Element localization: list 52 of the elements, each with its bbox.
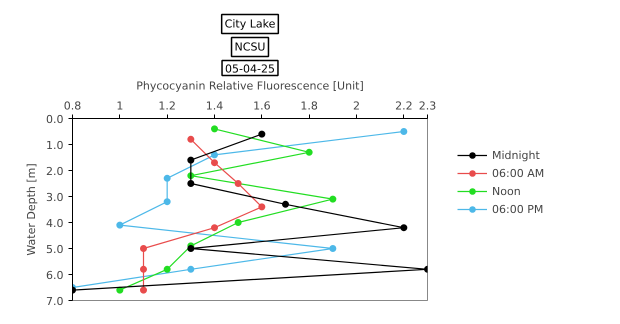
point xyxy=(116,222,124,229)
point xyxy=(329,245,336,252)
y-tick-label: 6.0 xyxy=(46,269,64,282)
x-tick-label: 2.2 xyxy=(395,100,413,112)
y-tick-label: 5.0 xyxy=(46,243,64,256)
point xyxy=(187,156,194,164)
y-tick-label: 4.0 xyxy=(46,217,64,230)
point xyxy=(234,219,242,226)
x-tick-label: 1 xyxy=(116,100,124,112)
point xyxy=(306,148,313,156)
point xyxy=(187,266,194,273)
x-tick-label: 1.2 xyxy=(158,100,176,112)
point xyxy=(211,125,218,132)
y-axis-title: Water Depth [m] xyxy=(25,163,38,256)
x-tick-label: 1.4 xyxy=(206,100,224,112)
point xyxy=(211,224,218,232)
legend-label: Midnight xyxy=(492,148,540,162)
y-tick-label: 2.0 xyxy=(46,165,64,178)
point xyxy=(329,196,336,203)
point xyxy=(282,200,289,208)
y-tick-label: 0.0 xyxy=(46,113,64,126)
chart-title: City Lake xyxy=(224,18,276,30)
point xyxy=(400,224,408,232)
point xyxy=(211,151,218,158)
point xyxy=(140,266,147,273)
point xyxy=(400,128,408,135)
point xyxy=(258,130,266,138)
x-tick-label: 1.8 xyxy=(300,100,318,112)
point xyxy=(187,136,194,143)
legend-label: Noon xyxy=(492,184,521,198)
chart-subtitle: NCSU xyxy=(234,40,266,54)
point xyxy=(187,245,194,252)
x-axis-title: Phycocyanin Relative Fluorescence [Unit] xyxy=(136,80,364,92)
point xyxy=(164,266,171,273)
point xyxy=(140,286,147,294)
x-tick-label: 2.3 xyxy=(418,100,436,112)
point xyxy=(211,159,218,166)
point xyxy=(258,203,266,210)
point xyxy=(187,180,194,187)
point xyxy=(234,180,242,187)
point xyxy=(140,245,147,252)
x-tick-label: 0.8 xyxy=(64,100,82,112)
text: 05-04-25 xyxy=(225,62,275,76)
x-tick-label: 2 xyxy=(353,100,360,112)
y-tick-label: 1.0 xyxy=(46,139,64,152)
y-tick-label: 3.0 xyxy=(46,191,64,204)
legend-label: 06:00 PM xyxy=(492,202,544,216)
y-tick-label: 7.0 xyxy=(46,295,64,308)
x-tick-label: 1.6 xyxy=(253,100,271,112)
point xyxy=(164,198,171,206)
legend-label: 06:00 AM xyxy=(492,166,544,180)
point xyxy=(164,174,171,182)
